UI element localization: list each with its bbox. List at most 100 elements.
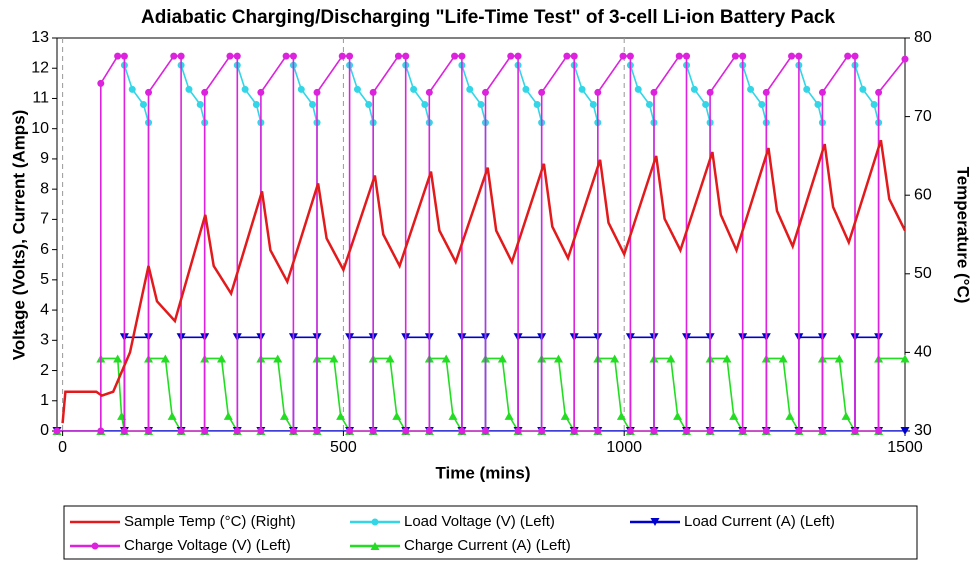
marker bbox=[369, 427, 377, 435]
marker bbox=[309, 101, 317, 109]
marker bbox=[702, 101, 710, 109]
legend-item: Load Current (A) (Left) bbox=[630, 513, 835, 530]
y-axis-label: Voltage (Volts), Current (Amps) bbox=[9, 110, 28, 361]
marker bbox=[201, 427, 209, 435]
marker bbox=[402, 427, 410, 435]
marker bbox=[297, 85, 305, 93]
marker bbox=[504, 411, 514, 420]
marker bbox=[336, 411, 346, 420]
legend-label: Charge Voltage (V) (Left) bbox=[124, 537, 291, 554]
marker bbox=[128, 85, 136, 93]
marker bbox=[185, 85, 193, 93]
marker bbox=[522, 85, 530, 93]
marker bbox=[731, 52, 739, 60]
marker bbox=[875, 88, 883, 96]
marker bbox=[177, 52, 185, 60]
marker bbox=[553, 354, 563, 363]
marker bbox=[570, 427, 578, 435]
legend-item: Load Voltage (V) (Left) bbox=[350, 513, 555, 530]
marker bbox=[370, 542, 380, 550]
marker bbox=[369, 88, 377, 96]
marker bbox=[619, 52, 627, 60]
marker bbox=[538, 427, 546, 435]
series-line bbox=[61, 139, 905, 424]
marker bbox=[289, 427, 297, 435]
marker bbox=[675, 52, 683, 60]
marker bbox=[762, 427, 770, 435]
marker bbox=[803, 85, 811, 93]
y2-tick-label: 30 bbox=[914, 422, 932, 439]
marker bbox=[844, 52, 852, 60]
marker bbox=[252, 101, 260, 109]
marker bbox=[196, 101, 204, 109]
marker bbox=[481, 88, 489, 96]
marker bbox=[666, 354, 676, 363]
marker bbox=[758, 101, 766, 109]
marker bbox=[279, 411, 289, 420]
marker bbox=[91, 542, 99, 550]
marker bbox=[97, 427, 105, 435]
marker bbox=[626, 52, 634, 60]
marker bbox=[514, 52, 522, 60]
x-axis-label: Time (mins) bbox=[435, 463, 530, 482]
series-line bbox=[57, 336, 905, 431]
marker bbox=[814, 101, 822, 109]
y-tick-label: 6 bbox=[40, 241, 49, 258]
marker bbox=[425, 88, 433, 96]
marker bbox=[841, 411, 851, 420]
marker bbox=[223, 411, 233, 420]
marker bbox=[690, 85, 698, 93]
marker bbox=[441, 354, 451, 363]
x-tick-label: 1000 bbox=[606, 439, 642, 456]
marker bbox=[120, 427, 128, 435]
marker bbox=[145, 88, 153, 96]
y-tick-label: 5 bbox=[40, 271, 49, 288]
marker bbox=[241, 85, 249, 93]
marker bbox=[394, 52, 402, 60]
marker bbox=[257, 88, 265, 96]
marker bbox=[785, 411, 795, 420]
y2-axis-label: Temperature (°C) bbox=[954, 167, 973, 304]
legend-label: Sample Temp (°C) (Right) bbox=[124, 513, 296, 530]
marker bbox=[160, 354, 170, 363]
marker bbox=[421, 101, 429, 109]
marker bbox=[901, 55, 909, 63]
marker bbox=[114, 52, 122, 60]
legend-item: Sample Temp (°C) (Right) bbox=[70, 513, 296, 530]
x-tick-label: 1500 bbox=[887, 439, 923, 456]
marker bbox=[739, 427, 747, 435]
marker bbox=[851, 52, 859, 60]
y-tick-label: 9 bbox=[40, 150, 49, 167]
y-tick-label: 0 bbox=[40, 422, 49, 439]
y-tick-label: 10 bbox=[31, 120, 49, 137]
marker bbox=[788, 52, 796, 60]
y-tick-label: 13 bbox=[31, 29, 49, 46]
marker bbox=[650, 88, 658, 96]
marker bbox=[273, 354, 283, 363]
y-tick-label: 4 bbox=[40, 301, 49, 318]
marker bbox=[729, 411, 739, 420]
marker bbox=[762, 88, 770, 96]
legend-item: Charge Current (A) (Left) bbox=[350, 537, 571, 554]
marker bbox=[818, 427, 826, 435]
marker bbox=[795, 427, 803, 435]
marker bbox=[634, 85, 642, 93]
marker bbox=[706, 88, 714, 96]
marker bbox=[594, 88, 602, 96]
marker bbox=[448, 411, 458, 420]
y-tick-label: 8 bbox=[40, 180, 49, 197]
marker bbox=[778, 354, 788, 363]
marker bbox=[818, 88, 826, 96]
legend-item: Charge Voltage (V) (Left) bbox=[70, 537, 291, 554]
marker bbox=[578, 85, 586, 93]
marker bbox=[97, 79, 105, 87]
marker bbox=[870, 101, 878, 109]
y2-tick-label: 60 bbox=[914, 186, 932, 203]
x-tick-label: 0 bbox=[58, 439, 67, 456]
marker bbox=[282, 52, 290, 60]
chart-title: Adiabatic Charging/Discharging "Life-Tim… bbox=[141, 7, 835, 28]
marker bbox=[538, 88, 546, 96]
marker bbox=[458, 427, 466, 435]
marker bbox=[139, 101, 147, 109]
